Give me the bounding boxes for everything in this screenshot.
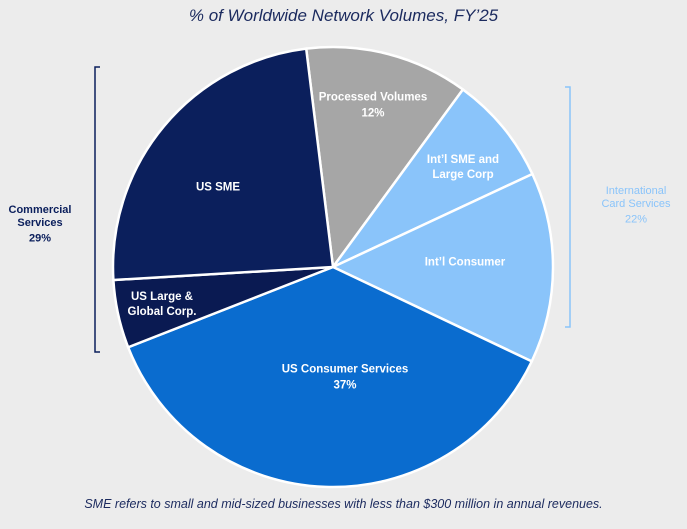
slice-label: Int’l Consumer (424, 256, 506, 269)
slice-value: 12% (361, 107, 385, 120)
slice-value: 37% (333, 379, 357, 392)
slice-label: Int’l SME and Large Corp (426, 154, 500, 181)
pie-slice (304, 45, 465, 271)
pie-slice (330, 172, 555, 364)
slice-label: Processed Volumes (318, 91, 428, 104)
group-label: International Card Services (601, 185, 671, 210)
pie-slice (111, 47, 335, 282)
group-bracket (94, 66, 100, 353)
slice-label: US SME (195, 181, 241, 194)
pie-slice (331, 87, 535, 269)
group-value: 22% (624, 213, 648, 226)
pie-slice (126, 265, 534, 489)
footnote: SME refers to small and mid-sized busine… (84, 497, 603, 511)
slice-label: US Large & Global Corp. (127, 291, 197, 318)
group-label: Commercial Services (8, 204, 72, 229)
slice-label: US Consumer Services (281, 363, 409, 376)
group-value: 29% (28, 232, 52, 245)
group-bracket (565, 86, 571, 328)
chart-title: % of Worldwide Network Volumes, FY’25 (188, 6, 499, 25)
